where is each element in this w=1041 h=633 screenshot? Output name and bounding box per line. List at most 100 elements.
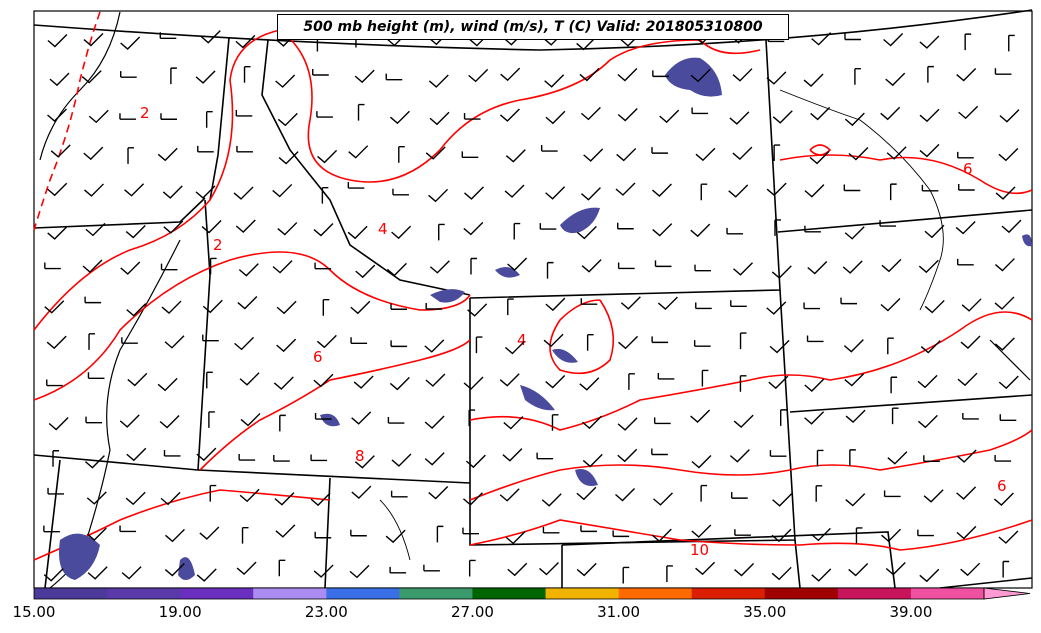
wind-barb — [465, 454, 486, 469]
wind-barb — [885, 72, 906, 87]
wind-barb — [803, 302, 821, 310]
wind-barb — [919, 35, 940, 49]
wind-barb — [579, 67, 600, 82]
wind-barb — [576, 562, 597, 577]
colorbar-segment — [399, 588, 473, 599]
wind-barb — [586, 334, 594, 351]
wind-barb — [1008, 34, 1015, 52]
wind-barb — [438, 223, 445, 241]
wind-barb — [347, 182, 365, 189]
wind-barb — [44, 300, 65, 314]
wind-barb — [917, 529, 934, 537]
wind-barb — [236, 561, 257, 576]
wind-barb — [769, 339, 790, 354]
wind-barb — [843, 339, 864, 353]
wind-barb — [883, 33, 904, 47]
colorbar-tick-label: 19.00 — [158, 603, 202, 621]
colorbar-segment — [764, 588, 839, 599]
colorbar-segment — [326, 588, 400, 599]
montana-idaho-divide — [261, 39, 471, 296]
colorbar-tick-label: 35.00 — [743, 603, 787, 621]
colorbar-segment — [253, 588, 327, 599]
wind-barb — [576, 36, 597, 51]
wind-barb — [580, 187, 601, 201]
wind-barb — [766, 71, 787, 85]
wind-barb — [391, 225, 412, 240]
wind-barb — [85, 416, 103, 424]
wind-barb — [392, 188, 409, 196]
wind-barb — [768, 375, 789, 390]
wind-barb — [120, 71, 137, 78]
wind-barb — [956, 449, 977, 463]
wind-barb — [201, 220, 222, 234]
wind-barb — [504, 340, 525, 355]
canada-border — [33, 9, 1033, 51]
wind-barb — [576, 486, 597, 501]
wind-barb — [385, 529, 406, 544]
wind-barb — [505, 530, 526, 545]
wind-barb — [350, 300, 371, 315]
wind-barb — [691, 524, 712, 538]
wind-barb — [120, 36, 141, 50]
wind-barb — [196, 568, 217, 582]
wind-barb — [766, 301, 787, 315]
wind-barb — [312, 69, 329, 76]
wind-barb — [462, 492, 483, 506]
wind-barb — [844, 33, 861, 41]
wind-barb — [732, 146, 753, 161]
state-boundaries — [33, 9, 1033, 589]
wind-barb — [424, 415, 445, 429]
wind-barb — [842, 260, 863, 274]
wind-barb — [657, 372, 675, 380]
wind-barb — [576, 225, 597, 240]
wind-barb — [83, 146, 104, 161]
wind-barb — [541, 493, 562, 507]
wind-barb — [580, 106, 601, 121]
wind-barb — [539, 561, 559, 576]
wind-barb — [582, 453, 603, 468]
wind-barb — [615, 488, 636, 502]
wind-barb — [119, 113, 136, 120]
colorbar-outline — [33, 587, 985, 600]
wind-barb — [47, 487, 65, 495]
wind-barb — [653, 417, 671, 425]
wind-barb — [615, 182, 636, 196]
wind-barb — [276, 338, 297, 353]
wind-barb — [504, 184, 525, 198]
wind-barb — [120, 261, 141, 275]
wind-barb — [581, 415, 602, 430]
wind-barb — [88, 333, 96, 350]
wind-barb — [690, 409, 711, 423]
wind-barb — [428, 188, 449, 203]
wind-barb — [806, 335, 824, 343]
wind-barb — [957, 151, 974, 159]
wind-barb — [690, 223, 711, 238]
wind-barb — [475, 336, 483, 354]
wind-barb — [351, 485, 372, 500]
wind-barb — [428, 486, 449, 500]
wind-barb — [390, 490, 408, 498]
wind-barb — [321, 186, 329, 204]
wind-barb — [695, 147, 716, 162]
wind-barb — [690, 68, 711, 83]
wind-barb — [313, 564, 334, 578]
wind-barb — [48, 417, 69, 431]
wind-barb — [886, 146, 907, 160]
wind-barb — [849, 449, 856, 466]
wind-barb — [354, 69, 375, 84]
wind-barb — [124, 183, 145, 197]
wind-barb — [499, 108, 520, 122]
wind-barb — [44, 262, 61, 270]
wind-barb — [920, 340, 941, 354]
colorbar-tick-label: 31.00 — [597, 603, 641, 621]
wind-barb — [49, 72, 70, 87]
wind-barb — [774, 219, 781, 236]
wind-barb — [890, 376, 898, 394]
wind-barb — [463, 376, 484, 390]
wind-barb — [545, 375, 566, 389]
wind-barb — [235, 34, 256, 49]
wind-barb — [773, 144, 781, 162]
wind-barb — [462, 527, 479, 535]
wind-barb — [691, 107, 709, 115]
wind-barb — [195, 185, 216, 199]
